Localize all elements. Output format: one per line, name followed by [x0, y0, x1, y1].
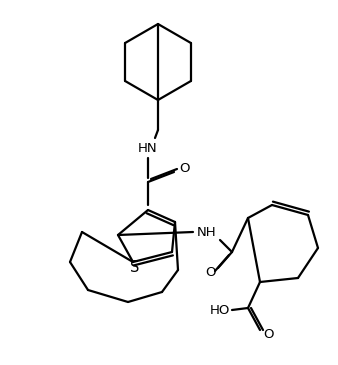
Text: NH: NH	[197, 226, 217, 238]
Text: O: O	[179, 161, 189, 174]
Text: HO: HO	[210, 304, 230, 316]
Text: HN: HN	[138, 142, 158, 154]
Text: O: O	[205, 265, 215, 278]
Text: S: S	[130, 260, 140, 274]
Text: O: O	[263, 327, 273, 341]
